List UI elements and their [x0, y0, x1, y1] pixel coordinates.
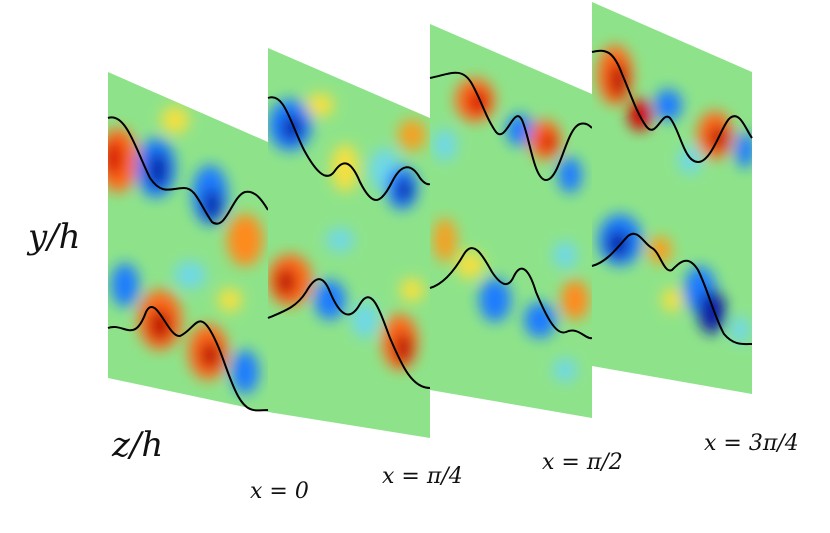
- slice-panel-2: [429, 24, 593, 418]
- slice-2-interface-lower: [429, 247, 593, 340]
- slice-1-interface-lower: [267, 278, 431, 389]
- slice-label-0: x = 0: [250, 479, 309, 504]
- slice-1-interface-upper: [267, 96, 431, 201]
- slice-label-1: x = π/4: [382, 464, 463, 489]
- slice-3-interface-lower: [591, 232, 753, 346]
- slice-label-2: x = π/2: [542, 450, 623, 475]
- slice-label-3: x = 3π/4: [704, 431, 799, 456]
- slice-panel-0: [107, 72, 269, 412]
- slice-2-interface-upper: [429, 71, 593, 182]
- slice-panel-3: [591, 2, 753, 394]
- axis-label-z: z/h: [111, 425, 163, 465]
- slice-3-interface-upper: [591, 49, 753, 164]
- slice-0-contours: [108, 106, 263, 394]
- slice-panel-1: [267, 48, 431, 438]
- slice-0-interface-lower: [107, 306, 269, 412]
- axis-label-y: y/h: [26, 217, 81, 257]
- slice-0-interface-upper: [107, 116, 269, 225]
- slice-1-contours: [268, 93, 426, 370]
- slice-3-contours: [597, 45, 752, 344]
